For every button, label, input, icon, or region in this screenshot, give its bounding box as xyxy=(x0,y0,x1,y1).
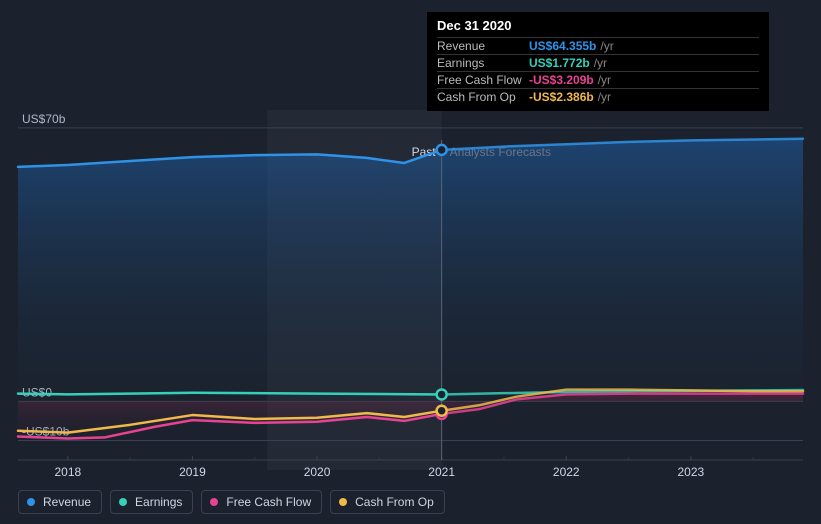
series-earnings[interactable] xyxy=(18,393,442,395)
tooltip-row: EarningsUS$1.772b/yr xyxy=(437,54,759,71)
x-axis-label: 2020 xyxy=(304,465,331,479)
tooltip-row-label: Revenue xyxy=(437,39,529,53)
tooltip-row: Cash From Op-US$2.386b/yr xyxy=(437,88,759,105)
tooltip-row-value: US$64.355b xyxy=(529,39,596,53)
tooltip-row-value: -US$3.209b xyxy=(529,73,594,87)
legend-item-cfo[interactable]: Cash From Op xyxy=(330,490,445,514)
x-axis-label: 2019 xyxy=(179,465,206,479)
tooltip-row-suffix: /yr xyxy=(598,90,611,104)
x-axis-label: 2018 xyxy=(54,465,81,479)
area-revenue xyxy=(18,139,803,402)
tooltip-row: RevenueUS$64.355b/yr xyxy=(437,37,759,54)
tooltip-title: Dec 31 2020 xyxy=(437,18,759,33)
tooltip-row-label: Cash From Op xyxy=(437,90,529,104)
legend-swatch xyxy=(339,498,347,506)
x-axis-label: 2023 xyxy=(678,465,705,479)
tooltip-row-suffix: /yr xyxy=(594,56,607,70)
marker-cfo[interactable] xyxy=(437,406,447,416)
marker-earnings[interactable] xyxy=(437,389,447,399)
legend-label: Earnings xyxy=(135,495,182,509)
legend-swatch xyxy=(210,498,218,506)
tooltip-row-suffix: /yr xyxy=(598,73,611,87)
legend-label: Revenue xyxy=(43,495,91,509)
legend-swatch xyxy=(27,498,35,506)
legend-item-revenue[interactable]: Revenue xyxy=(18,490,102,514)
financials-chart: US$70bUS$0-US$10b20182019202020212022202… xyxy=(0,0,821,524)
tooltip-row-label: Free Cash Flow xyxy=(437,73,529,87)
chart-tooltip: Dec 31 2020 RevenueUS$64.355b/yrEarnings… xyxy=(427,12,769,111)
tooltip-row-label: Earnings xyxy=(437,56,529,70)
y-axis-label: US$70b xyxy=(22,112,66,126)
legend-item-earnings[interactable]: Earnings xyxy=(110,490,193,514)
legend-swatch xyxy=(119,498,127,506)
tooltip-row: Free Cash Flow-US$3.209b/yr xyxy=(437,71,759,88)
tooltip-row-suffix: /yr xyxy=(600,39,613,53)
legend-item-fcf[interactable]: Free Cash Flow xyxy=(201,490,322,514)
legend-label: Cash From Op xyxy=(355,495,434,509)
tooltip-row-value: US$1.772b xyxy=(529,56,590,70)
chart-legend: Revenue Earnings Free Cash Flow Cash From O… xyxy=(18,490,445,514)
marker-revenue[interactable] xyxy=(437,145,447,155)
tooltip-row-value: -US$2.386b xyxy=(529,90,594,104)
x-axis-label: 2021 xyxy=(428,465,455,479)
x-axis-label: 2022 xyxy=(553,465,580,479)
legend-label: Free Cash Flow xyxy=(226,495,311,509)
